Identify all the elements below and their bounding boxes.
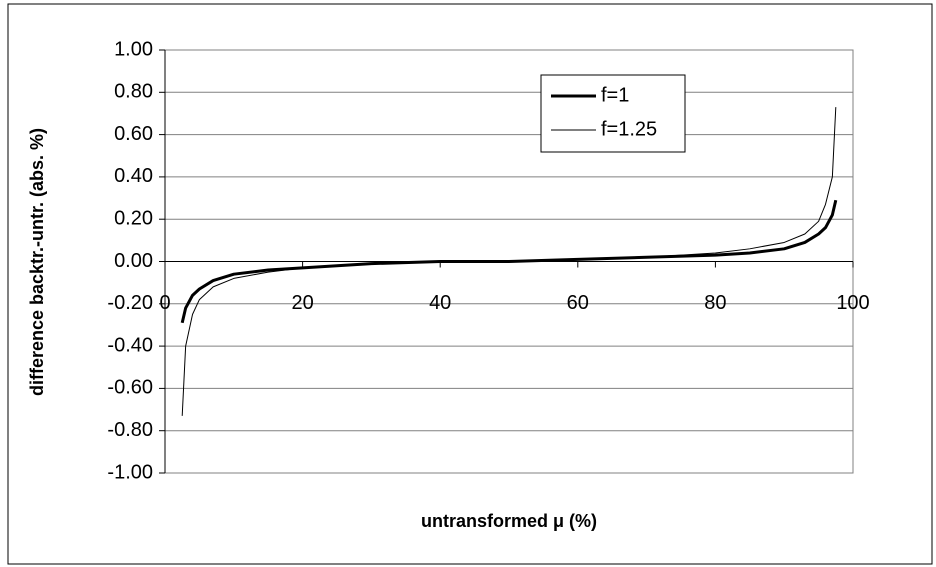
x-tick-label: 80 [704,292,726,314]
legend-label: f=1.25 [601,118,657,140]
legend-label: f=1 [601,84,629,106]
series-line [181,107,837,416]
y-tick-label: -0.60 [107,377,153,399]
x-tick-label: 0 [159,292,170,314]
x-tick-label: 60 [567,292,589,314]
y-tick-label: 0.00 [114,250,153,272]
y-tick-label: -0.20 [107,292,153,314]
x-tick-label: 100 [836,292,869,314]
y-axis-label: difference backtr.-untr. (abs. %) [27,128,47,396]
x-axis-label: untransformed μ (%) [421,511,597,531]
y-tick-label: 0.40 [114,165,153,187]
y-tick-label: -0.40 [107,334,153,356]
x-tick-label: 20 [291,292,313,314]
y-tick-label: 1.00 [114,38,153,60]
y-tick-label: 0.20 [114,207,153,229]
y-tick-label: 0.80 [114,81,153,103]
y-tick-label: -1.00 [107,461,153,483]
y-tick-label: -0.80 [107,419,153,441]
y-tick-label: 0.60 [114,123,153,145]
x-tick-label: 40 [429,292,451,314]
legend-box [540,74,686,153]
